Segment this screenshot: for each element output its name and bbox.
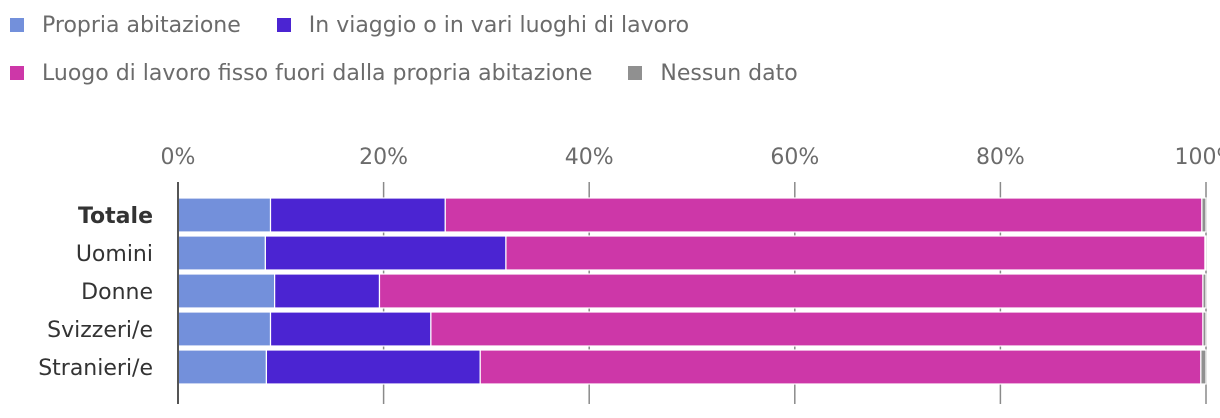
legend-item[interactable]: Nessun dato xyxy=(628,60,798,86)
legend-item[interactable]: Luogo di lavoro fisso fuori dalla propri… xyxy=(10,61,592,86)
bar-segment[interactable] xyxy=(264,235,507,271)
category-label: Stranieri/e xyxy=(38,356,153,381)
legend-swatch xyxy=(628,66,643,80)
x-tick-label: 20% xyxy=(359,145,408,170)
bar-segment[interactable] xyxy=(269,197,446,233)
bar-segment[interactable] xyxy=(444,197,1203,233)
bar-segment[interactable] xyxy=(177,273,276,309)
legend-label: Propria abitazione xyxy=(42,12,241,38)
bar-segment[interactable] xyxy=(430,311,1204,347)
x-tick-label: 60% xyxy=(770,145,819,170)
category-label: Donne xyxy=(81,280,153,305)
category-label: Uomini xyxy=(76,242,153,267)
legend-item[interactable]: Propria abitazione xyxy=(10,13,241,38)
bar-segment[interactable] xyxy=(1204,235,1207,271)
x-tick-label: 80% xyxy=(976,145,1025,170)
category-label: Svizzeri/e xyxy=(47,318,153,343)
bar-segment[interactable] xyxy=(1201,197,1207,233)
bar-segment[interactable] xyxy=(269,311,432,347)
legend-label: Nessun dato xyxy=(660,60,798,86)
legend-swatch xyxy=(10,18,24,32)
bar-segment[interactable] xyxy=(1202,311,1207,347)
legend-swatch xyxy=(10,66,24,80)
category-label: Totale xyxy=(78,204,153,229)
x-tick-label: 0% xyxy=(161,145,196,170)
x-tick-label: 100% xyxy=(1175,145,1220,170)
legend-swatch xyxy=(276,18,291,32)
bar-segment[interactable] xyxy=(265,349,481,385)
bar-segment[interactable] xyxy=(505,235,1206,271)
bar-segment[interactable] xyxy=(1200,349,1207,385)
bar-segment[interactable] xyxy=(378,273,1204,309)
bar-segment[interactable] xyxy=(177,197,272,233)
bar-segment[interactable] xyxy=(479,349,1202,385)
bar-segment[interactable] xyxy=(274,273,381,309)
legend-label: In viaggio o in vari luoghi di lavoro xyxy=(308,12,690,38)
bar-segment[interactable] xyxy=(177,235,266,271)
legend-row: Propria abitazione In viaggio o in vari l… xyxy=(10,8,1210,42)
legend-label: Luogo di lavoro fisso fuori dalla propri… xyxy=(42,60,593,86)
bar-segment[interactable] xyxy=(1202,273,1207,309)
legend-row: Luogo di lavoro fisso fuori dalla propri… xyxy=(10,56,1210,90)
legend: Propria abitazione In viaggio o in vari l… xyxy=(10,8,1210,104)
bar-segment[interactable] xyxy=(177,349,268,385)
legend-item[interactable]: In viaggio o in vari luoghi di lavoro xyxy=(276,12,690,38)
x-tick-label: 40% xyxy=(565,145,614,170)
bar-segment[interactable] xyxy=(177,311,272,347)
